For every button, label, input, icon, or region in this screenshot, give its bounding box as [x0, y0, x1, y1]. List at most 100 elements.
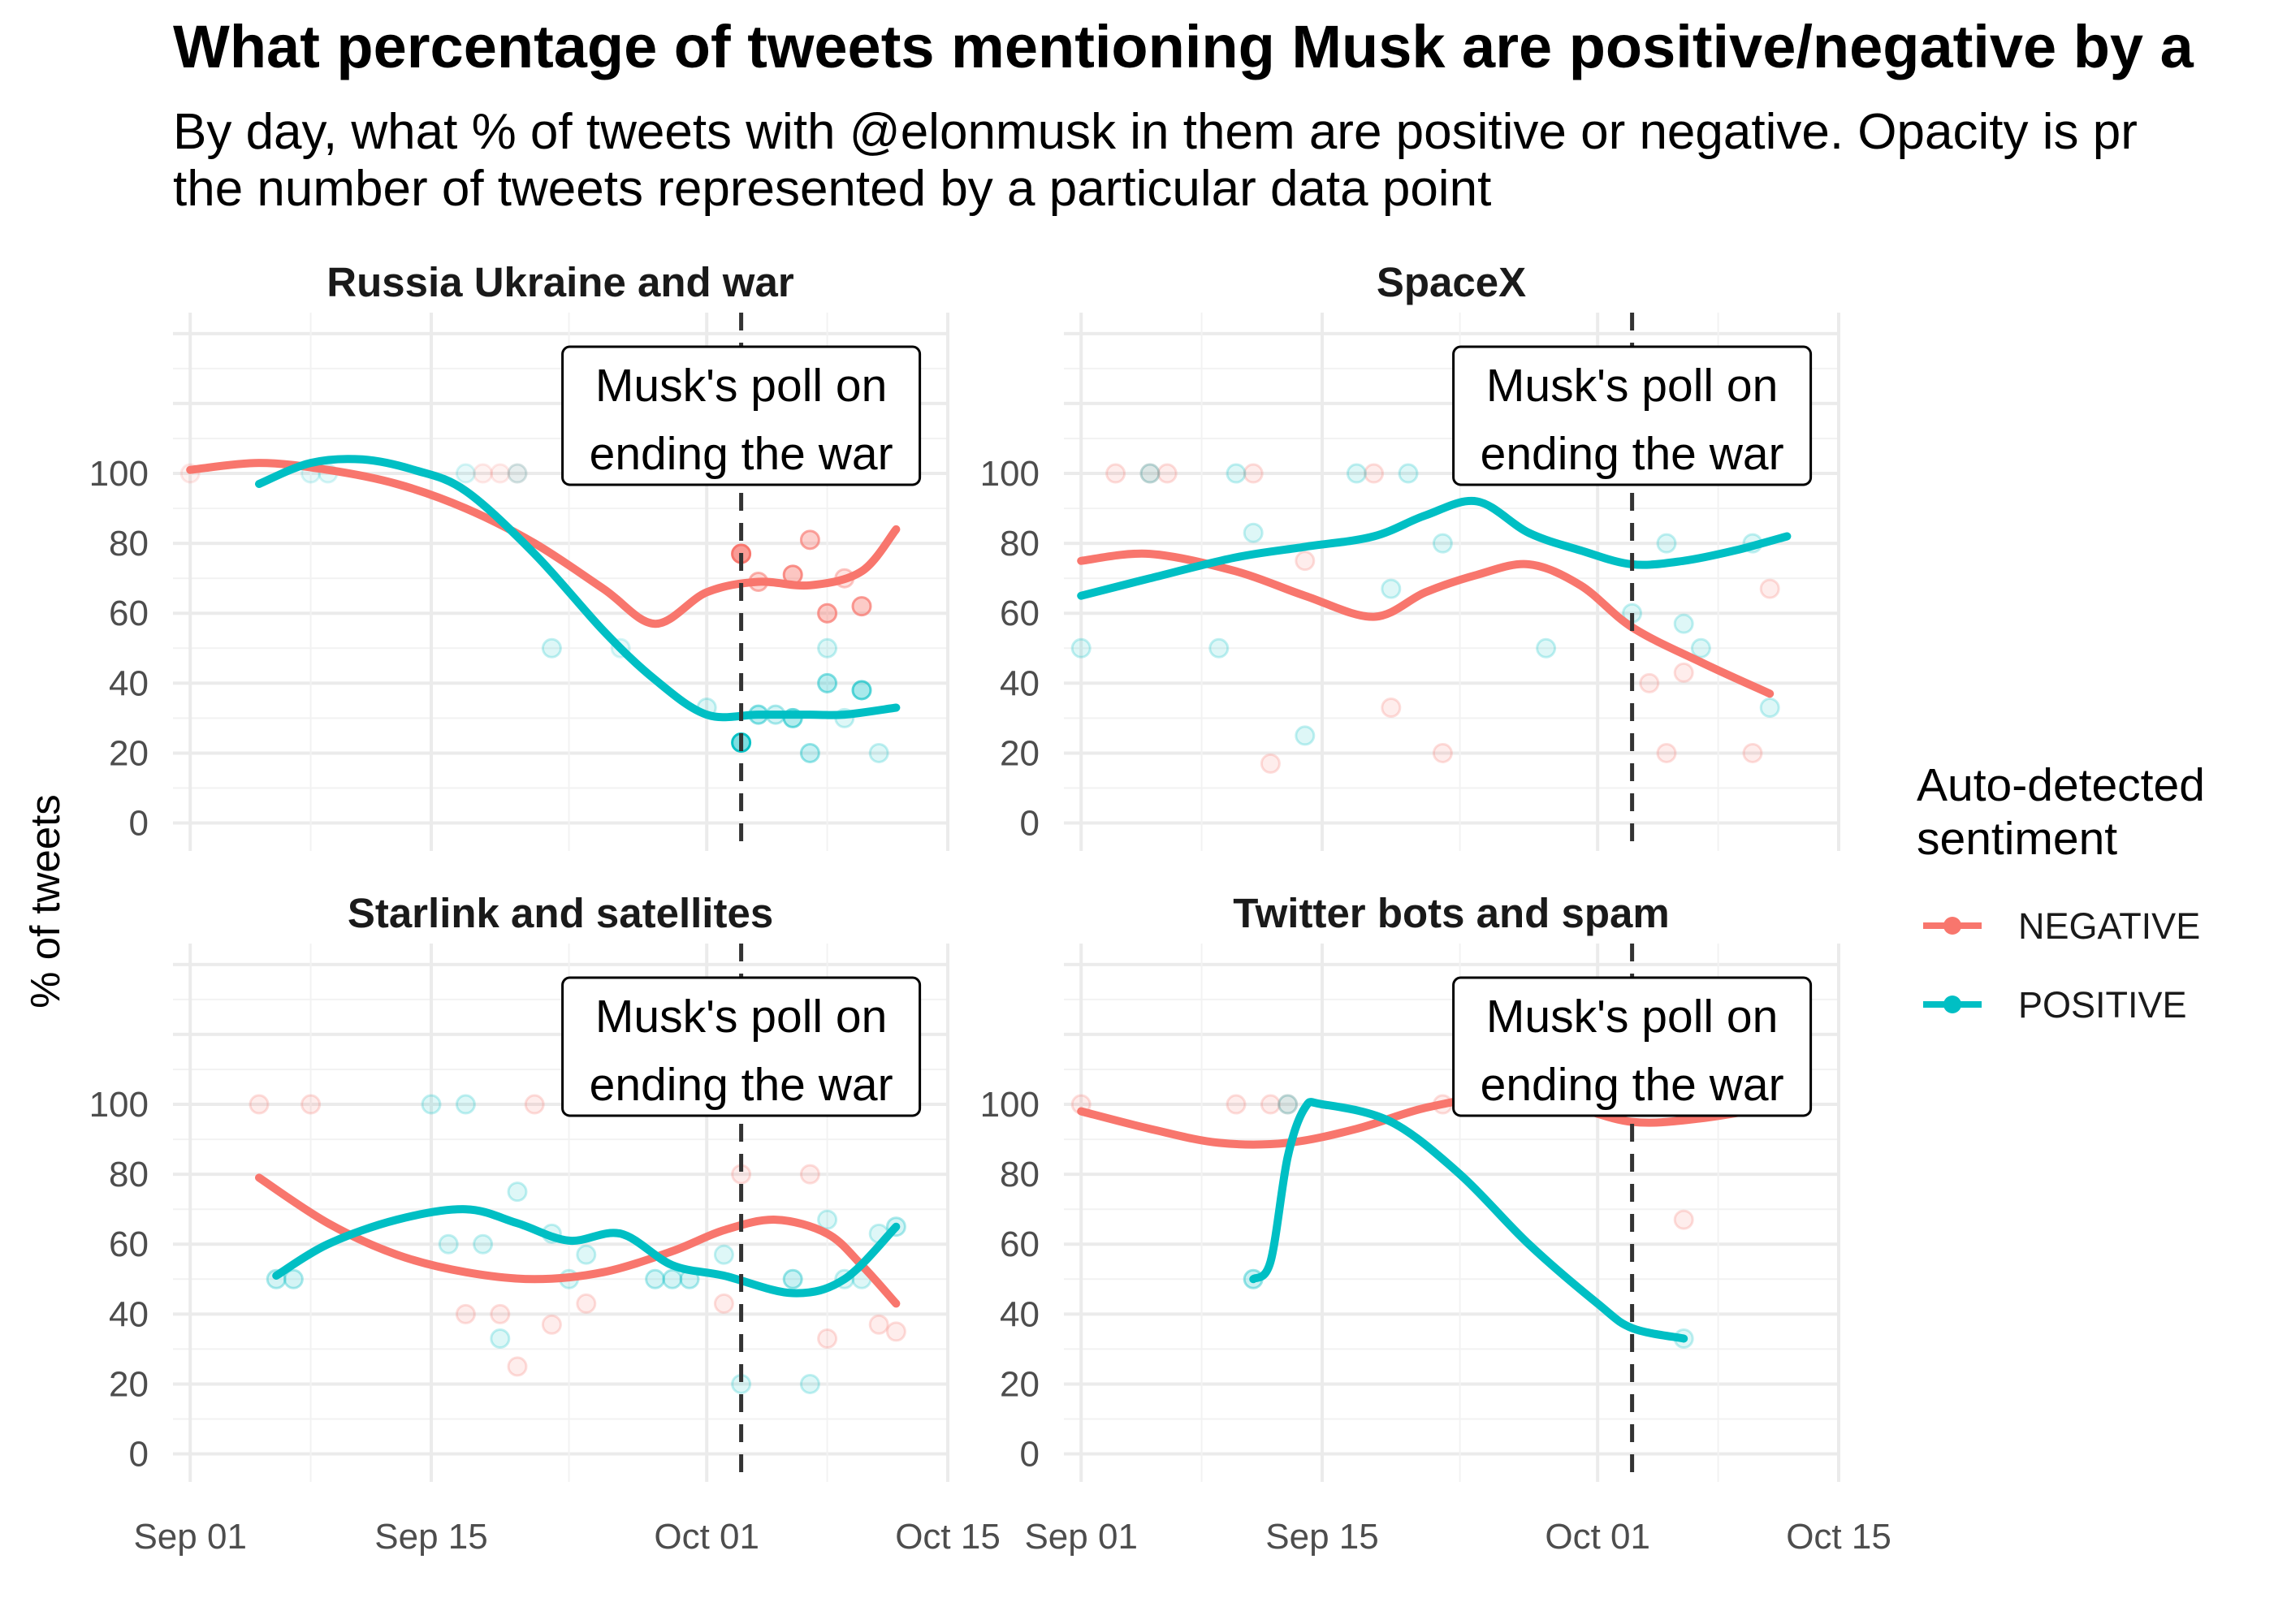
y-tick-label: 40	[109, 663, 149, 703]
x-tick-label: Oct 15	[1786, 1517, 1891, 1557]
data-point	[1226, 463, 1247, 484]
annotation-box	[561, 345, 922, 486]
data-point	[1295, 551, 1316, 572]
data-point	[851, 596, 872, 617]
x-tick-label: Sep 01	[133, 1517, 246, 1557]
data-point	[1656, 533, 1677, 554]
data-point	[1364, 463, 1385, 484]
y-tick-label: 80	[109, 524, 149, 564]
data-point	[507, 1181, 528, 1203]
y-tick-label: 100	[980, 454, 1040, 494]
data-point	[1243, 522, 1264, 543]
data-point	[817, 1209, 838, 1230]
y-tick-label: 100	[89, 1085, 149, 1125]
data-point	[1656, 742, 1677, 763]
legend-label-positive: POSITIVE	[2018, 984, 2187, 1026]
data-point	[1673, 1209, 1694, 1230]
data-point	[817, 637, 838, 659]
data-point	[1742, 742, 1763, 763]
chart-title: What percentage of tweets mentioning Mus…	[173, 13, 2194, 80]
data-point	[817, 1328, 838, 1349]
legend: Auto-detected sentiment NEGATIVE POSITIV…	[1917, 759, 2205, 1026]
data-point	[576, 1293, 597, 1314]
x-tick-label: Oct 01	[1545, 1517, 1650, 1557]
y-axis-title: % of tweets	[22, 794, 68, 1009]
smooth-line	[1077, 1093, 1792, 1149]
chart-subtitle-line-2: the number of tweets represented by a pa…	[173, 161, 1491, 217]
data-point	[1381, 578, 1402, 599]
data-point	[1278, 1094, 1299, 1115]
y-tick-label: 20	[1000, 1364, 1040, 1404]
legend-title-line-2: sentiment	[1917, 813, 2117, 865]
y-tick-label: 0	[129, 1435, 149, 1475]
data-point	[300, 1094, 322, 1115]
data-point	[507, 463, 528, 484]
data-point	[1070, 637, 1092, 659]
annotation-label: Musk's poll on	[1486, 991, 1778, 1043]
data-point	[817, 603, 838, 624]
data-point	[249, 1094, 270, 1115]
y-tick-label: 40	[1000, 663, 1040, 703]
data-point	[868, 742, 889, 763]
annotation-box	[1452, 345, 1813, 486]
data-point	[799, 1164, 820, 1185]
data-point	[1690, 637, 1711, 659]
x-tick-label: Oct 15	[895, 1517, 1001, 1557]
y-tick-label: 20	[109, 1364, 149, 1404]
y-tick-label: 80	[1000, 1155, 1040, 1194]
y-tick-label: 80	[109, 1155, 149, 1194]
data-point	[455, 1094, 476, 1115]
y-tick-label: 60	[109, 594, 149, 633]
x-tick-label: Oct 01	[654, 1517, 759, 1557]
annotation-label: Musk's poll on	[1486, 360, 1778, 412]
data-point	[473, 463, 494, 484]
data-point	[473, 1233, 494, 1255]
smooth-line	[186, 459, 901, 628]
data-point	[868, 1314, 889, 1335]
smooth-line	[272, 1205, 901, 1298]
data-point	[1105, 463, 1126, 484]
facet-panel: Starlink and satellites 0 20 40 60 80 100 Sep 0…	[89, 890, 1001, 1557]
data-point	[507, 463, 528, 484]
smooth-line	[1249, 1098, 1688, 1343]
y-tick-label: 0	[129, 804, 149, 844]
data-point	[490, 1328, 511, 1349]
annotation-box	[1452, 976, 1813, 1117]
x-tick-label: Sep 01	[1024, 1517, 1137, 1557]
data-point	[645, 1268, 666, 1289]
y-tick-label: 0	[1020, 1435, 1040, 1475]
data-point	[1432, 533, 1453, 554]
data-point	[524, 1094, 545, 1115]
data-point	[1536, 637, 1557, 659]
data-point	[851, 680, 872, 701]
data-point	[1260, 1094, 1281, 1115]
annotation-label: ending the war	[1481, 1059, 1784, 1111]
smooth-line	[1077, 549, 1775, 698]
data-point	[1260, 753, 1281, 774]
y-tick-label: 40	[109, 1294, 149, 1334]
data-point	[782, 1268, 803, 1289]
y-tick-label: 0	[1020, 804, 1040, 844]
facet-title: Twitter bots and spam	[1233, 890, 1669, 936]
legend-dot-negative	[1943, 917, 1961, 935]
data-point	[1295, 725, 1316, 746]
y-tick-label: 20	[1000, 733, 1040, 773]
data-point	[799, 1373, 820, 1394]
data-point	[421, 1094, 442, 1115]
annotation-label: ending the war	[590, 1059, 893, 1111]
data-point	[1673, 662, 1694, 683]
y-tick-label: 100	[980, 1085, 1040, 1125]
data-point	[1139, 463, 1161, 484]
data-point	[438, 1233, 459, 1255]
data-point	[455, 463, 476, 484]
data-point	[455, 1303, 476, 1324]
data-point	[799, 529, 820, 551]
data-point	[490, 1303, 511, 1324]
data-point	[799, 742, 820, 763]
data-point	[1278, 1094, 1299, 1115]
smooth-line	[255, 1173, 901, 1308]
y-tick-label: 80	[1000, 524, 1040, 564]
data-point	[713, 1244, 734, 1265]
data-point	[1156, 463, 1178, 484]
